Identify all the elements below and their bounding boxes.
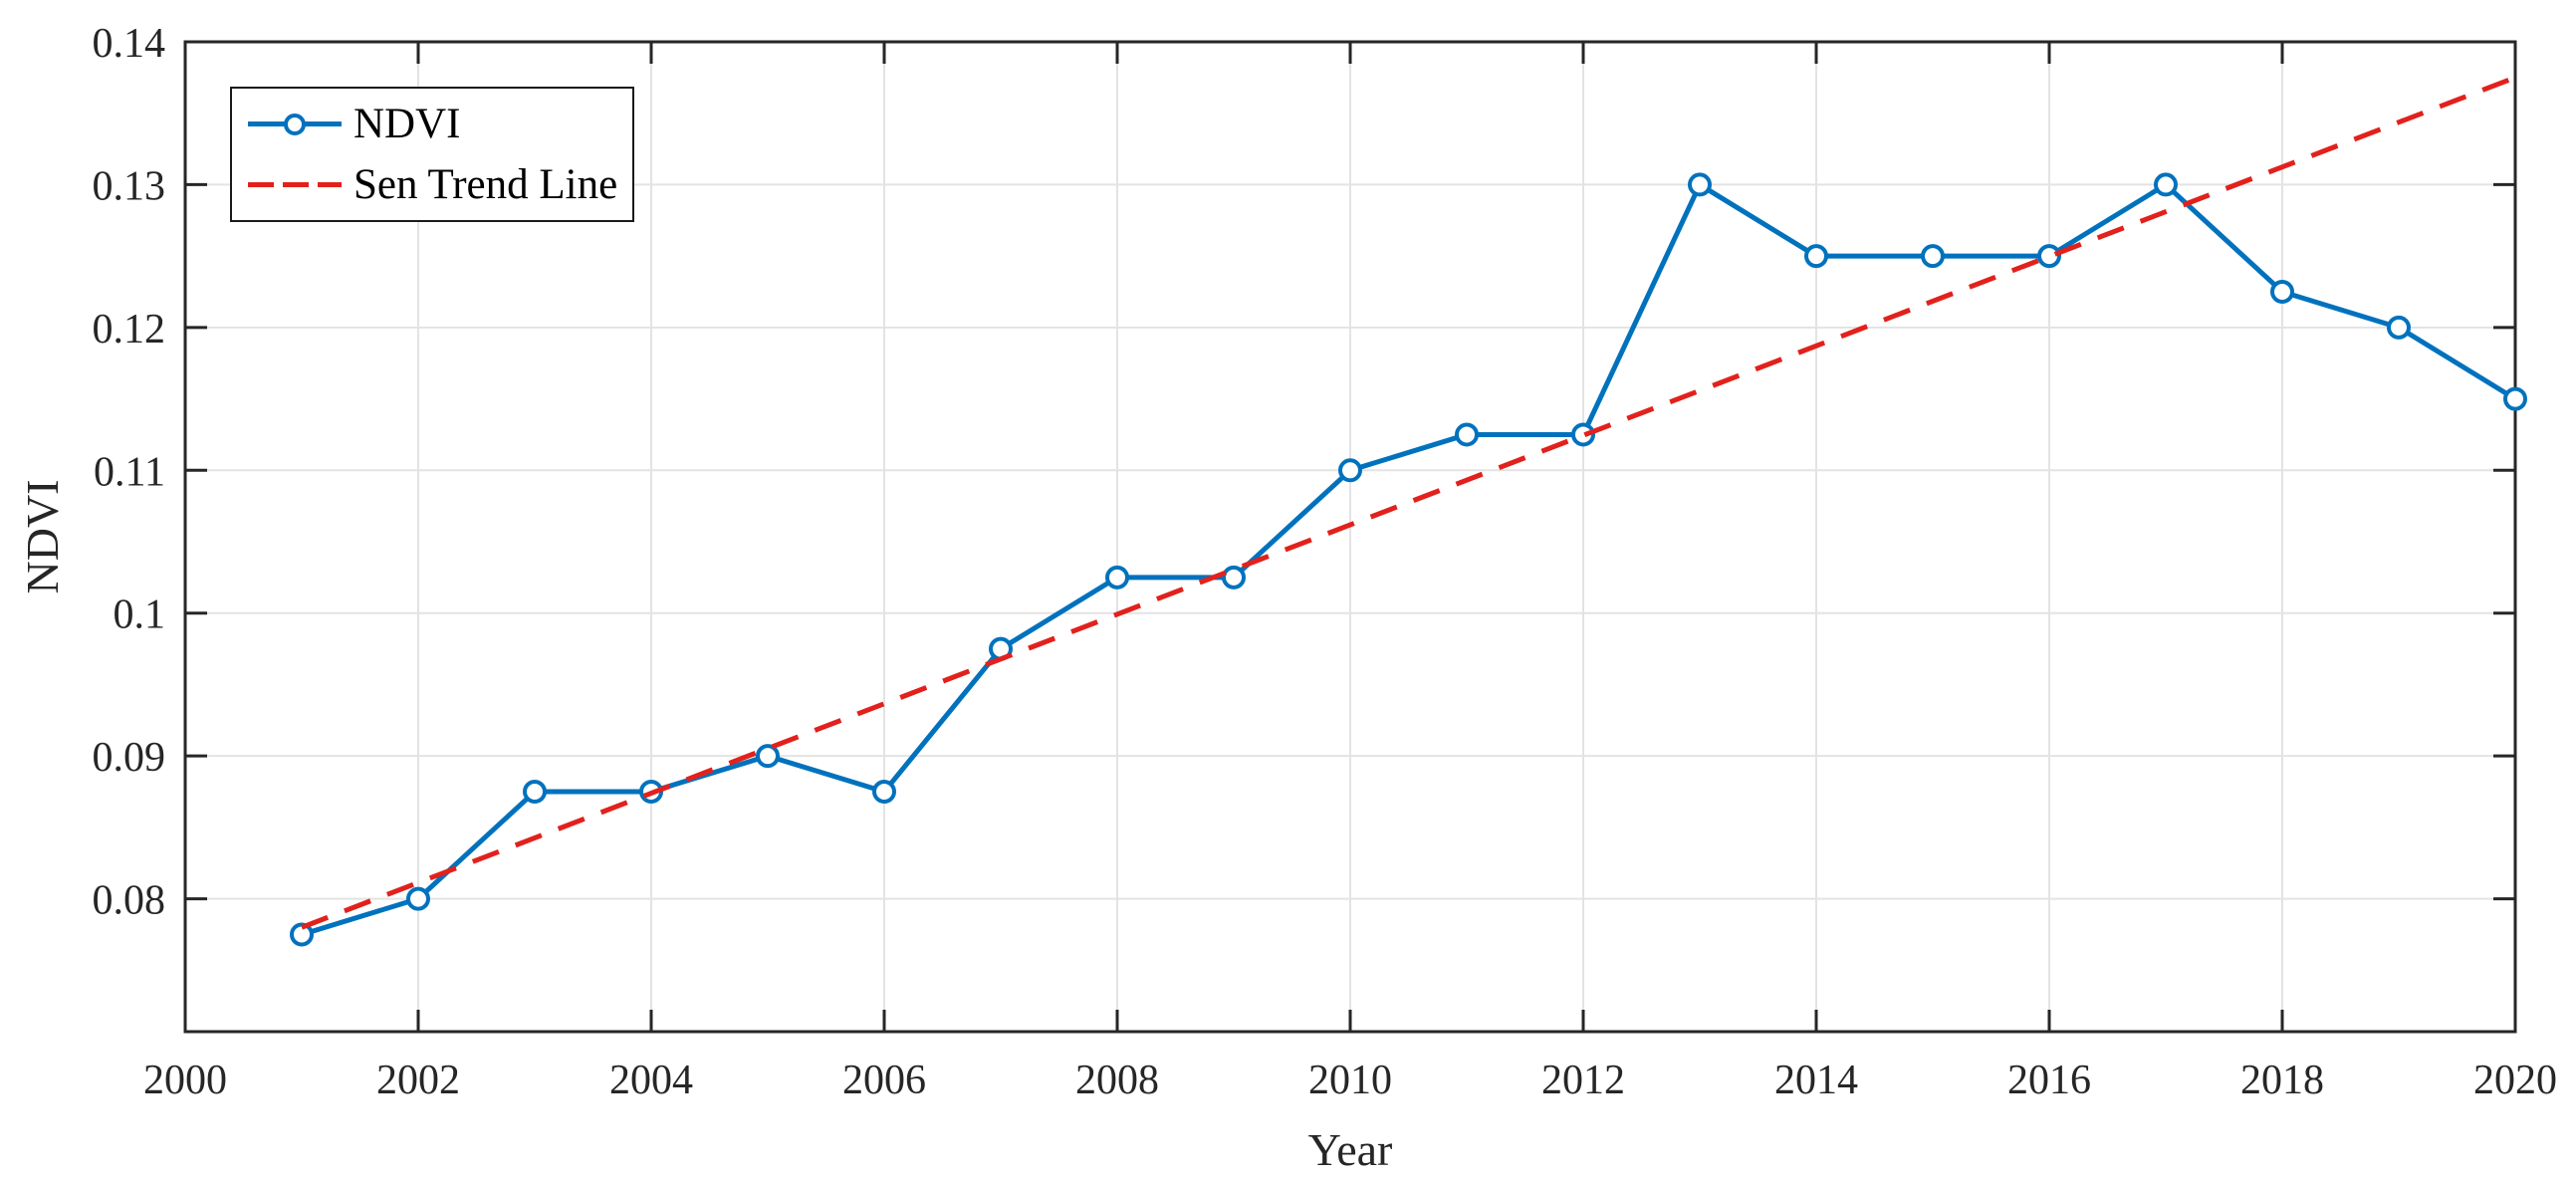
x-tick-label: 2004 <box>609 1058 693 1103</box>
x-tick-label: 2010 <box>1308 1058 1392 1103</box>
axes-layer <box>183 40 2517 1034</box>
x-tick-label: 2018 <box>2240 1058 2324 1103</box>
data-point-marker <box>2154 172 2178 197</box>
y-tick-label: 0.08 <box>93 878 166 924</box>
y-axis-label: NDVI <box>17 480 68 594</box>
data-point-marker <box>290 922 314 947</box>
x-axis-label: Year <box>1308 1124 1393 1175</box>
x-tick-label: 2006 <box>842 1058 926 1103</box>
data-point-marker <box>2037 244 2061 269</box>
y-tick-label: 0.09 <box>93 735 166 781</box>
x-tick-label: 2014 <box>1774 1058 1858 1103</box>
data-point-marker <box>2503 386 2527 411</box>
data-line <box>301 181 2517 937</box>
data-point-marker <box>1105 565 1129 590</box>
x-tick-label: 2016 <box>2007 1058 2091 1103</box>
y-tick-label: 0.11 <box>94 449 165 495</box>
x-tick-label: 2008 <box>1075 1058 1159 1103</box>
y-tick-label: 0.1 <box>114 592 166 638</box>
legend-label-ndvi: NDVI <box>353 101 461 148</box>
series-layer <box>290 75 2527 947</box>
dashed-line-icon <box>248 172 342 196</box>
label-layer: 2000 2002 2004 2006 2008 2010 2012 2014 2016 2018… <box>17 21 2557 1175</box>
data-point-marker <box>872 780 896 805</box>
y-tick-label: 0.13 <box>93 163 166 209</box>
ndvi-line-marker-icon <box>248 113 342 136</box>
trend-line <box>301 75 2516 930</box>
data-point-marker <box>1455 422 1479 447</box>
data-point-marker <box>2270 280 2294 305</box>
data-point-marker <box>1804 244 1828 269</box>
y-tick-label: 0.12 <box>93 307 166 353</box>
data-point-marker <box>2387 315 2411 340</box>
data-point-marker <box>756 744 780 769</box>
data-point-marker <box>1921 244 1945 269</box>
data-point-marker <box>1222 565 1246 590</box>
legend-label-sen-trend: Sen Trend Line <box>353 160 618 208</box>
x-tick-label: 2002 <box>376 1058 460 1103</box>
data-point-marker <box>1571 422 1595 447</box>
legend-item-sen-trend: Sen Trend Line <box>248 155 622 213</box>
data-point-marker <box>1688 172 1712 197</box>
data-point-marker <box>523 780 547 805</box>
y-tick-label: 0.14 <box>93 21 166 67</box>
x-tick-label: 2012 <box>1541 1058 1625 1103</box>
x-tick-label: 2020 <box>2473 1058 2557 1103</box>
legend-item-ndvi: NDVI <box>248 96 622 153</box>
legend: NDVI Sen Trend Line <box>230 87 634 222</box>
data-point-marker <box>1338 458 1362 483</box>
x-tick-label: 2000 <box>143 1058 227 1103</box>
data-point-marker <box>406 886 430 911</box>
